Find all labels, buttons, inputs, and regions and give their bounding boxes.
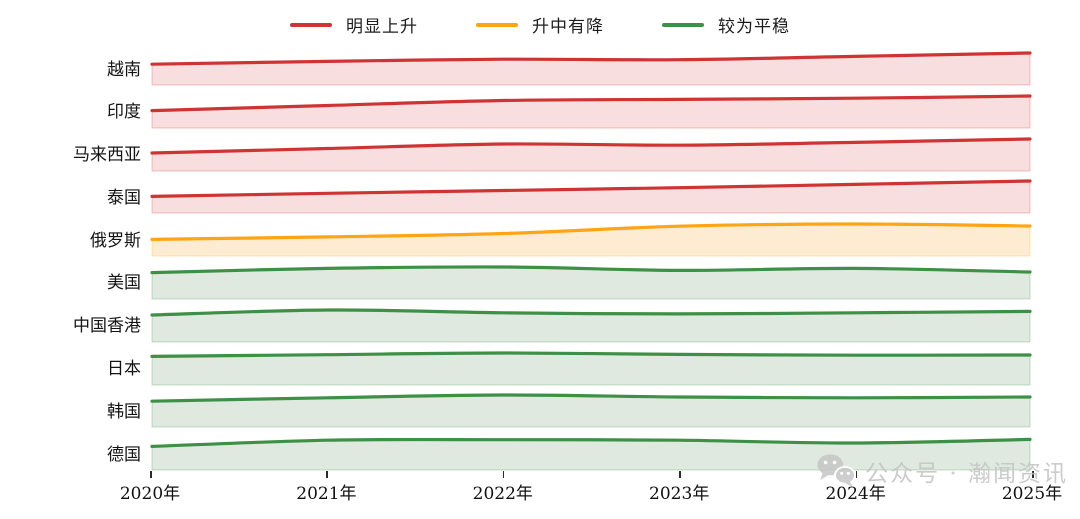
country-label: 德国 bbox=[107, 444, 141, 465]
legend-item-1: 升中有降 bbox=[476, 12, 604, 37]
chart-row: 中国香港 bbox=[0, 305, 1032, 343]
x-tick-label: 2025年 bbox=[1001, 484, 1063, 504]
x-axis: 2020年 2021年 2022年 2023年 2024年 2025年 bbox=[120, 471, 1062, 505]
x-tick bbox=[855, 471, 858, 478]
x-tick bbox=[326, 471, 328, 478]
legend-label: 升中有降 bbox=[532, 17, 604, 37]
x-tick bbox=[150, 471, 152, 478]
chart-row: 印度 bbox=[0, 91, 1032, 129]
trend-band bbox=[150, 390, 1032, 428]
chart-row: 俄罗斯 bbox=[0, 219, 1032, 257]
x-tick-label: 2020年 bbox=[119, 484, 181, 504]
chart-row: 马来西亚 bbox=[0, 134, 1032, 172]
x-tick bbox=[1032, 471, 1034, 478]
chart-row: 越南 bbox=[0, 48, 1032, 86]
trend-band bbox=[150, 48, 1032, 86]
legend-line-swatch bbox=[476, 22, 518, 27]
x-tick-label: 2022年 bbox=[472, 484, 533, 504]
trend-band bbox=[150, 134, 1032, 172]
country-label: 日本 bbox=[107, 359, 141, 380]
country-label: 中国香港 bbox=[73, 316, 141, 337]
country-label: 美国 bbox=[107, 273, 141, 294]
x-tick-label: 2021年 bbox=[296, 484, 357, 504]
legend-label: 明显上升 bbox=[346, 17, 418, 37]
trend-band bbox=[150, 176, 1032, 214]
trend-band bbox=[150, 91, 1032, 129]
legend-item-2: 较为平稳 bbox=[662, 12, 790, 37]
x-tick-label: 2024年 bbox=[825, 484, 886, 504]
legend-item-0: 明显上升 bbox=[290, 12, 418, 37]
country-label: 印度 bbox=[107, 102, 141, 123]
trend-band bbox=[150, 305, 1032, 343]
chart-row: 美国 bbox=[0, 262, 1032, 300]
trend-band bbox=[150, 219, 1032, 257]
country-label: 马来西亚 bbox=[73, 145, 141, 166]
trend-band bbox=[150, 348, 1032, 386]
country-label: 越南 bbox=[107, 59, 141, 80]
chart-row: 韩国 bbox=[0, 390, 1032, 428]
legend-label: 较为平稳 bbox=[718, 17, 790, 37]
legend-line-swatch bbox=[662, 22, 704, 27]
chart-row: 泰国 bbox=[0, 176, 1032, 214]
x-tick bbox=[679, 471, 681, 478]
x-tick-label: 2023年 bbox=[649, 484, 710, 504]
country-label: 泰国 bbox=[107, 187, 141, 208]
country-label: 韩国 bbox=[107, 401, 141, 422]
trend-band bbox=[150, 262, 1032, 300]
plot-rows: 越南印度马来西亚泰国俄罗斯美国中国香港日本韩国德国 bbox=[0, 48, 1032, 476]
x-tick bbox=[502, 471, 505, 478]
chart-row: 日本 bbox=[0, 348, 1032, 386]
trend-band bbox=[150, 433, 1032, 471]
chart-row: 德国 bbox=[0, 433, 1032, 471]
chart-legend: 明显上升 升中有降 较为平稳 bbox=[0, 12, 1080, 37]
legend-line-swatch bbox=[290, 22, 332, 27]
country-label: 俄罗斯 bbox=[90, 230, 141, 251]
